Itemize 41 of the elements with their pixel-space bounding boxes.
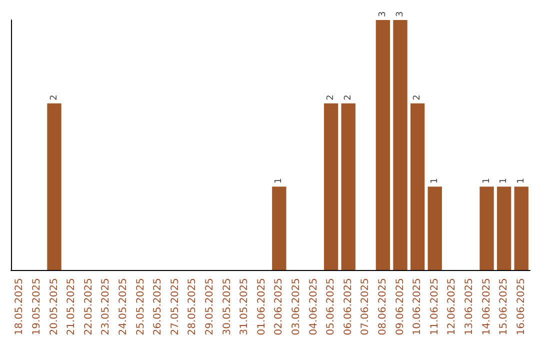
x-tick-label: 09.06.2025 <box>394 278 406 336</box>
x-tick-label: 15.06.2025 <box>498 278 510 336</box>
x-tick-label: 14.06.2025 <box>481 278 492 336</box>
x-tick-label: 31.05.2025 <box>239 278 250 336</box>
x-tick-label: 05.06.2025 <box>326 278 337 336</box>
x-tick-label: 03.06.2025 <box>290 278 302 336</box>
x-tick-label: 18.05.2025 <box>14 278 26 336</box>
data-label: 2 <box>412 94 423 100</box>
x-tick-label: 11.06.2025 <box>429 278 440 336</box>
x-tick-label: 07.06.2025 <box>360 278 372 336</box>
x-tick-label: 29.05.2025 <box>204 278 216 336</box>
x-tick-label: 16.06.2025 <box>516 278 527 336</box>
x-tick-label: 27.05.2025 <box>170 278 181 336</box>
x-tick-label: 25.05.2025 <box>135 278 146 336</box>
x-tick-label: 06.06.2025 <box>342 278 354 336</box>
data-label: 2 <box>326 94 336 100</box>
data-label: 3 <box>378 11 388 17</box>
x-tick-label: 26.05.2025 <box>152 278 164 336</box>
data-label: 2 <box>49 94 60 100</box>
x-tick-label: 30.05.2025 <box>222 278 233 336</box>
x-tick-label: 02.06.2025 <box>274 278 285 336</box>
data-label: 1 <box>430 178 440 184</box>
data-label: 1 <box>274 178 284 184</box>
x-tick-label: 13.06.2025 <box>464 278 475 336</box>
x-tick-label: 24.05.2025 <box>118 278 129 336</box>
data-label: 1 <box>499 178 510 184</box>
x-tick-label: 23.05.2025 <box>100 278 112 336</box>
x-tick-label: 20.05.2025 <box>48 278 60 336</box>
data-label: 2 <box>343 94 354 100</box>
x-tick-label: 08.06.2025 <box>377 278 388 336</box>
x-tick-label: 28.05.2025 <box>187 278 198 336</box>
x-tick-label: 21.05.2025 <box>66 278 78 336</box>
data-label: 3 <box>395 11 406 17</box>
x-tick-label: 04.06.2025 <box>308 278 320 336</box>
x-tick-label: 22.05.2025 <box>83 278 94 336</box>
x-tick-label: 01.06.2025 <box>256 278 268 336</box>
data-label: 1 <box>516 178 526 184</box>
x-tick-label: 10.06.2025 <box>412 278 424 336</box>
x-tick-label: 12.06.2025 <box>446 278 458 336</box>
data-label: 1 <box>482 178 492 184</box>
x-tick-label: 19.05.2025 <box>31 278 42 336</box>
